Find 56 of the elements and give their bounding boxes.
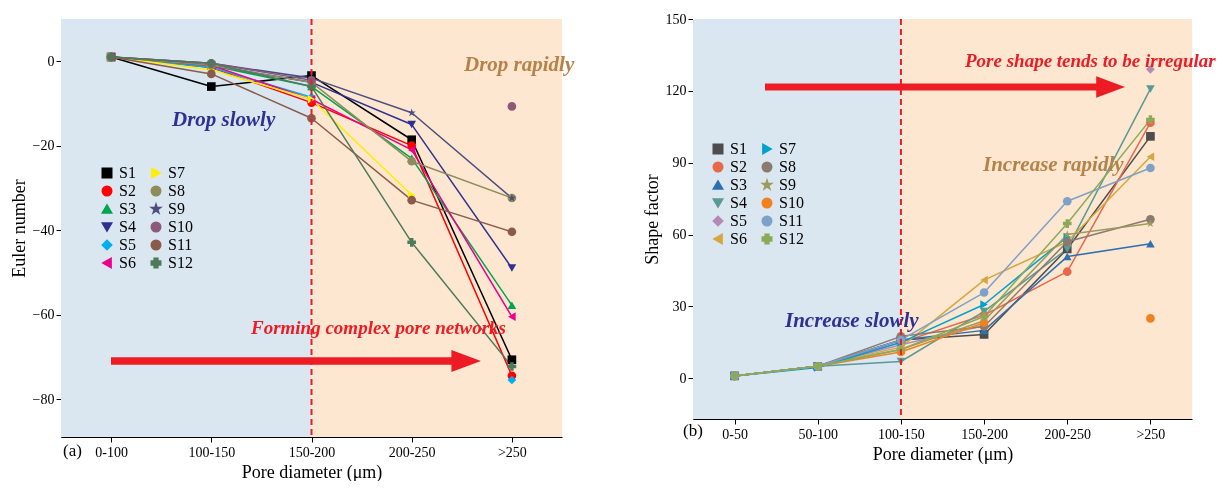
y-tick-label: 60 xyxy=(672,227,687,243)
y-tick-label: 120 xyxy=(665,83,687,99)
x-tick-label: 200-250 xyxy=(388,444,436,460)
legend-label: S2 xyxy=(730,158,747,175)
x-tick-label: >250 xyxy=(1136,426,1166,442)
legend-label: S1 xyxy=(730,140,747,157)
legend-label: S11 xyxy=(168,236,193,253)
legend-label: S6 xyxy=(730,230,747,247)
x-tick-label: 0-50 xyxy=(722,426,748,442)
x-tick-label: 150-200 xyxy=(961,426,1008,442)
text: (a) xyxy=(63,441,82,460)
legend-label: S6 xyxy=(119,254,136,271)
legend-label: S4 xyxy=(119,218,136,235)
legend-label: S7 xyxy=(168,164,185,181)
x-axis-title: Pore diameter (μm) xyxy=(872,443,1014,465)
legend-label: S7 xyxy=(779,140,796,157)
legend-label: S5 xyxy=(119,236,136,253)
y-tick-label: 150 xyxy=(665,11,687,27)
x-tick-label: 100-150 xyxy=(188,444,236,460)
annotation: Drop rapidly xyxy=(463,52,575,76)
legend-label: S12 xyxy=(779,230,804,247)
annotation: Increase slowly xyxy=(784,308,920,332)
legend-label: S8 xyxy=(779,158,796,175)
legend-label: S3 xyxy=(730,176,747,193)
x-tick-label: 50-100 xyxy=(798,426,839,442)
y-tick-label: −80 xyxy=(32,391,55,407)
x-tick-label: 100-150 xyxy=(878,426,925,442)
y-tick-label: −20 xyxy=(32,138,55,154)
x-tick-label: >250 xyxy=(497,444,527,460)
y-tick-label: 0 xyxy=(679,370,687,386)
annotation: Pore shape tends to be irregular xyxy=(964,50,1217,71)
legend-label: S8 xyxy=(168,182,185,199)
x-tick-label: 200-250 xyxy=(1044,426,1092,442)
legend-label: S9 xyxy=(168,200,185,217)
legend-label: S2 xyxy=(119,182,136,199)
legend-label: S4 xyxy=(730,194,747,211)
legend-label: S5 xyxy=(730,212,747,229)
y-tick-label: −60 xyxy=(32,307,55,323)
x-axis-title: Pore diameter (μm) xyxy=(241,461,383,483)
y-axis-title: Shape factor xyxy=(641,174,662,265)
legend-label: S3 xyxy=(119,200,136,217)
legend-label: S11 xyxy=(779,212,804,229)
y-tick-label: 0 xyxy=(47,53,55,69)
annotation: Drop slowly xyxy=(171,107,276,131)
text: (b) xyxy=(683,421,703,440)
legend-label: S12 xyxy=(168,254,193,271)
x-tick-label: 0-100 xyxy=(95,444,128,460)
legend-label: S10 xyxy=(168,218,193,235)
legend-label: S10 xyxy=(779,194,804,211)
y-axis-title: Euler number xyxy=(8,179,29,278)
legend-label: S9 xyxy=(779,176,796,193)
x-tick-label: 150-200 xyxy=(288,444,336,460)
y-tick-label: 90 xyxy=(672,155,687,171)
y-tick-label: 30 xyxy=(672,298,687,314)
legend-label: S1 xyxy=(119,164,136,181)
y-tick-label: −40 xyxy=(32,222,55,238)
